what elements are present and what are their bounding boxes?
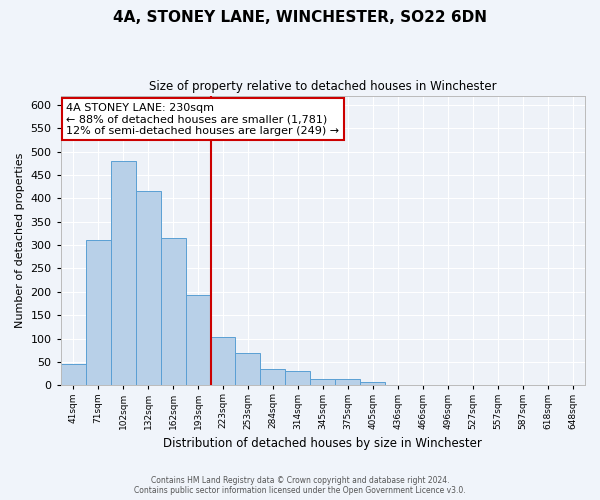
Bar bbox=[260, 368, 286, 386]
Bar bbox=[286, 372, 310, 386]
Bar bbox=[361, 382, 385, 386]
Bar bbox=[136, 192, 161, 386]
Text: 4A STONEY LANE: 230sqm
← 88% of detached houses are smaller (1,781)
12% of semi-: 4A STONEY LANE: 230sqm ← 88% of detached… bbox=[66, 103, 339, 136]
Bar bbox=[86, 240, 110, 386]
Bar bbox=[310, 379, 335, 386]
Text: Contains HM Land Registry data © Crown copyright and database right 2024.
Contai: Contains HM Land Registry data © Crown c… bbox=[134, 476, 466, 495]
Bar bbox=[110, 161, 136, 386]
Bar bbox=[235, 353, 260, 386]
Bar bbox=[161, 238, 185, 386]
Bar bbox=[185, 295, 211, 386]
Bar bbox=[211, 336, 235, 386]
Bar bbox=[61, 364, 86, 386]
Text: 4A, STONEY LANE, WINCHESTER, SO22 6DN: 4A, STONEY LANE, WINCHESTER, SO22 6DN bbox=[113, 10, 487, 25]
Title: Size of property relative to detached houses in Winchester: Size of property relative to detached ho… bbox=[149, 80, 497, 93]
Bar bbox=[335, 379, 361, 386]
Y-axis label: Number of detached properties: Number of detached properties bbox=[15, 153, 25, 328]
X-axis label: Distribution of detached houses by size in Winchester: Distribution of detached houses by size … bbox=[163, 437, 482, 450]
